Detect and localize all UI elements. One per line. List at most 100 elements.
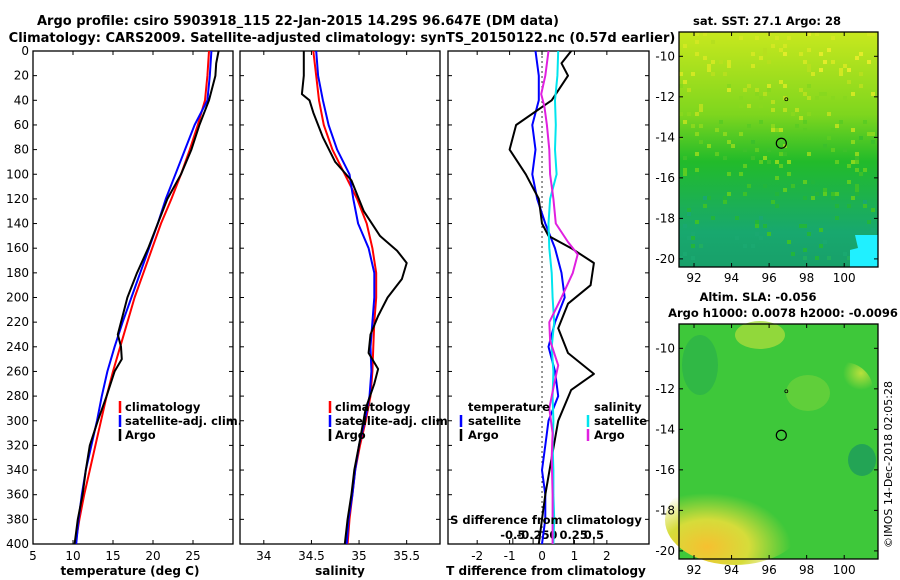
sst-pixel [711, 72, 715, 76]
sst-pixel [863, 200, 867, 204]
sst-pixel [827, 136, 831, 140]
s-difference-axis-label: S difference from climatology [450, 513, 642, 527]
sst-pixel [751, 156, 755, 160]
difference-x-axis: -2 -1 0 1 2 [471, 51, 611, 563]
map-y-tick-label: -14 [655, 422, 675, 436]
sst-pixel [819, 68, 823, 72]
sst-pixel [851, 128, 855, 132]
previous-position-marker [784, 389, 789, 394]
sst-pixel [783, 108, 787, 112]
sst-pixel [827, 48, 831, 52]
argo-position-marker [775, 137, 787, 149]
sst-pixel [819, 52, 823, 56]
legend-label-satellite: satellite-adj. clim. [125, 414, 242, 428]
figure-title-line1: Argo profile: csiro 5903918_115 22-Jan-2… [37, 14, 559, 29]
legend-label-s-satellite: satellite [594, 414, 647, 428]
y-tick-label: 0 [21, 44, 29, 58]
map-y-tick-label: -12 [655, 382, 675, 396]
sst-pixel [815, 256, 819, 260]
sst-pixel [787, 172, 791, 176]
x-tick-label: 2 [603, 549, 611, 563]
sst-pixel [831, 128, 835, 132]
sst-pixel [783, 44, 787, 48]
sst-pixel [847, 164, 851, 168]
sst-pixel [855, 184, 859, 188]
sst-pixel [703, 196, 707, 200]
sst-pixel [767, 88, 771, 92]
sst-pixel [767, 84, 771, 88]
sst-pixel [707, 64, 711, 68]
sst-pixel [735, 216, 739, 220]
map-x-tick-label: 92 [686, 271, 701, 285]
sst-pixel [695, 152, 699, 156]
sst-pixel [751, 64, 755, 68]
sst-pixel [687, 212, 691, 216]
legend-label-t-argo: Argo [468, 428, 499, 442]
sst-pixel [803, 180, 807, 184]
sst-pixel [683, 252, 687, 256]
sst-pixel [727, 60, 731, 64]
sst-pixel [743, 88, 747, 92]
sst-pixel [707, 196, 711, 200]
x-tick-label: -2 [471, 549, 483, 563]
legend-label-satellite: satellite-adj. clim. [335, 414, 452, 428]
y-tick-label: 120 [6, 192, 29, 206]
sst-pixel [767, 60, 771, 64]
argo-position-marker [775, 429, 787, 441]
sst-pixel [803, 196, 807, 200]
sst-pixel [759, 96, 763, 100]
salinity-axes-frame [239, 50, 441, 545]
y-tick-label: 80 [14, 143, 29, 157]
map-y-tick-label: -20 [655, 252, 675, 266]
sst-pixel [783, 84, 787, 88]
sst-pixel [691, 232, 695, 236]
sst-pixel [871, 228, 875, 232]
sst-pixel [811, 72, 815, 76]
sst-pixel [839, 68, 843, 72]
sst-pixel [859, 72, 863, 76]
sst-pixel [691, 236, 695, 240]
sst-pixel [759, 236, 763, 240]
previous-position-marker [784, 97, 789, 102]
map-y-tick-label: -10 [655, 341, 675, 355]
sst-pixel [807, 32, 811, 36]
sst-pixel [847, 256, 851, 260]
sst-pixel [711, 60, 715, 64]
legend-label-s-argo: Argo [594, 428, 625, 442]
sst-pixel [851, 196, 855, 200]
map-x-tick-label: 96 [761, 271, 776, 285]
sla-map-title-line2: Argo h1000: 0.0078 h2000: -0.0096 [668, 306, 898, 320]
salinity-panel: 34 34.5 35 35.5 salinity climatology satell… [239, 50, 452, 578]
sst-pixel [771, 128, 775, 132]
sst-pixel [803, 120, 807, 124]
map-y-tick-label: -20 [655, 544, 675, 558]
map-y-tick-label: -18 [655, 503, 675, 517]
sst-pixel [683, 168, 687, 172]
sst-pixel [771, 200, 775, 204]
sst-pixel [823, 188, 827, 192]
sst-pixel [763, 52, 767, 56]
sla-argo-location [775, 389, 789, 441]
sst-pixel [811, 196, 815, 200]
y-tick-label: 160 [6, 241, 29, 255]
sst-pixel [783, 152, 787, 156]
sst-pixel [807, 232, 811, 236]
sst-pixel [683, 224, 687, 228]
sst-pixel [727, 88, 731, 92]
sst-pixel [831, 96, 835, 100]
sst-pixel [719, 120, 723, 124]
sst-pixel [763, 156, 767, 160]
sst-pixel [695, 32, 699, 36]
sst-pixel [839, 120, 843, 124]
sst-pixel [779, 152, 783, 156]
series-line-climatology [74, 50, 210, 545]
sst-pixel [843, 252, 847, 256]
sst-pixel [823, 60, 827, 64]
sst-pixel [751, 244, 755, 248]
sst-pixel [687, 208, 691, 212]
sst-pixel [851, 92, 855, 96]
sst-pixel [759, 216, 763, 220]
temperature-legend: climatology satellite-adj. clim. Argo [118, 400, 242, 442]
sst-pixel [803, 128, 807, 132]
sst-pixel [803, 224, 807, 228]
